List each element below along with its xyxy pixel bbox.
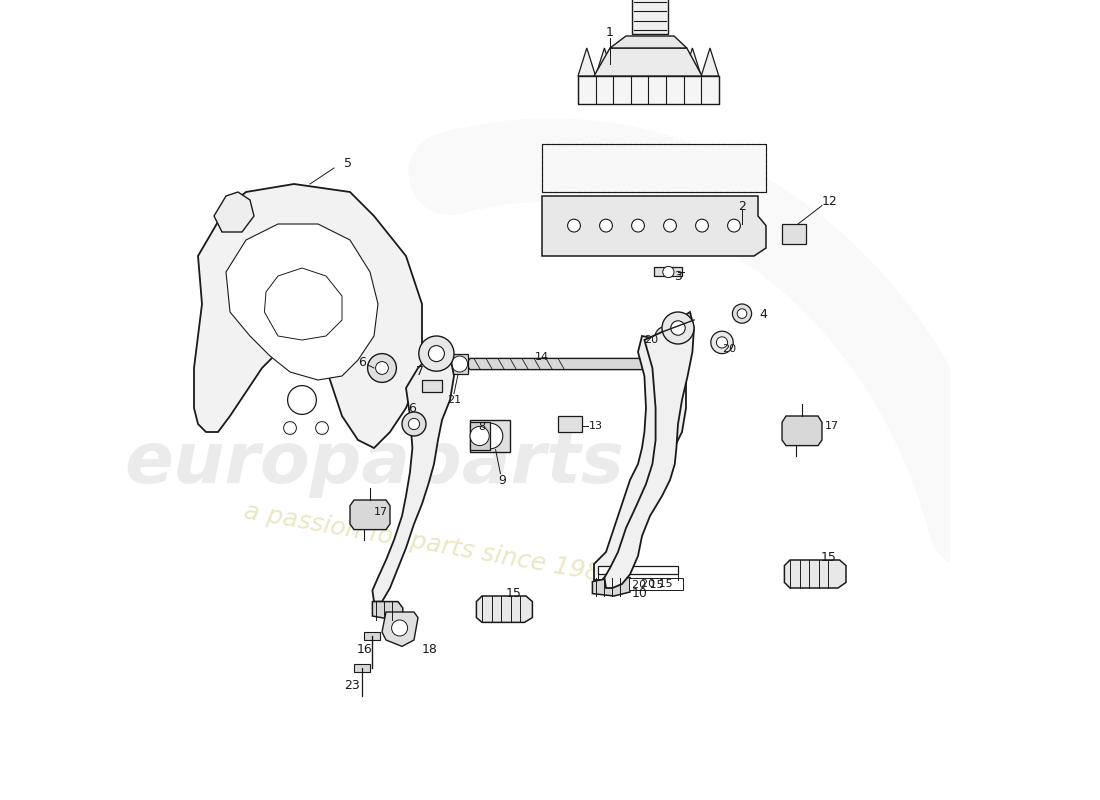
Polygon shape <box>701 48 718 76</box>
Circle shape <box>716 337 727 348</box>
Circle shape <box>367 354 396 382</box>
Text: 17: 17 <box>824 421 838 430</box>
Circle shape <box>662 312 694 344</box>
Text: 20 15: 20 15 <box>631 580 663 590</box>
Polygon shape <box>784 560 846 588</box>
Circle shape <box>287 386 317 414</box>
Circle shape <box>600 219 613 232</box>
Circle shape <box>660 332 672 343</box>
Polygon shape <box>422 380 442 392</box>
Polygon shape <box>782 416 822 446</box>
Circle shape <box>375 362 388 374</box>
Circle shape <box>654 326 678 349</box>
Polygon shape <box>470 420 510 452</box>
Text: 20 15: 20 15 <box>640 579 672 589</box>
Text: 12: 12 <box>822 195 838 208</box>
Polygon shape <box>264 268 342 340</box>
Circle shape <box>727 219 740 232</box>
Polygon shape <box>354 664 370 672</box>
Polygon shape <box>648 48 666 76</box>
Text: 4: 4 <box>760 308 768 321</box>
Text: 16: 16 <box>356 643 372 656</box>
Text: 3: 3 <box>674 270 682 282</box>
Circle shape <box>419 336 454 371</box>
Polygon shape <box>598 566 678 574</box>
Circle shape <box>477 423 503 449</box>
Polygon shape <box>373 348 454 602</box>
Polygon shape <box>630 48 648 76</box>
Polygon shape <box>594 48 702 76</box>
Text: 15: 15 <box>821 551 836 564</box>
Circle shape <box>470 426 490 446</box>
Bar <box>542 144 766 192</box>
Circle shape <box>392 620 408 636</box>
Text: 14: 14 <box>535 351 549 362</box>
Circle shape <box>671 321 685 335</box>
Text: 1: 1 <box>606 26 614 38</box>
Polygon shape <box>782 224 806 244</box>
Text: 7: 7 <box>417 366 425 378</box>
Polygon shape <box>350 500 390 530</box>
Text: 8: 8 <box>478 422 485 432</box>
Text: 17: 17 <box>374 507 388 517</box>
Polygon shape <box>470 422 490 450</box>
Text: 23: 23 <box>343 679 360 692</box>
Circle shape <box>408 418 419 430</box>
Polygon shape <box>613 48 630 76</box>
Polygon shape <box>542 196 766 256</box>
Polygon shape <box>666 48 683 76</box>
Circle shape <box>733 304 751 323</box>
Text: 13: 13 <box>588 422 603 431</box>
Circle shape <box>663 266 674 278</box>
Text: 5: 5 <box>344 157 352 170</box>
Polygon shape <box>683 48 701 76</box>
Circle shape <box>663 219 676 232</box>
Circle shape <box>452 356 468 372</box>
Polygon shape <box>593 578 630 596</box>
Polygon shape <box>632 0 668 34</box>
Polygon shape <box>476 596 532 622</box>
Circle shape <box>402 412 426 436</box>
Polygon shape <box>542 144 766 192</box>
Text: a passion for parts since 1985: a passion for parts since 1985 <box>242 499 618 589</box>
Polygon shape <box>466 358 666 370</box>
Polygon shape <box>214 192 254 232</box>
Text: 15: 15 <box>506 587 521 600</box>
Polygon shape <box>364 632 381 640</box>
Polygon shape <box>578 76 718 104</box>
Text: 21: 21 <box>447 395 461 405</box>
Polygon shape <box>382 612 418 646</box>
Circle shape <box>428 346 444 362</box>
Circle shape <box>284 422 296 434</box>
Circle shape <box>737 309 747 318</box>
Polygon shape <box>194 184 422 448</box>
Polygon shape <box>226 224 378 380</box>
Polygon shape <box>558 416 582 432</box>
Text: 9: 9 <box>498 474 506 486</box>
Text: 20: 20 <box>644 335 658 345</box>
Polygon shape <box>578 48 595 76</box>
Text: 2: 2 <box>738 200 746 213</box>
Circle shape <box>316 422 329 434</box>
Text: 10: 10 <box>631 587 648 600</box>
Circle shape <box>695 219 708 232</box>
Text: 6: 6 <box>359 356 366 369</box>
Polygon shape <box>654 267 682 276</box>
Text: 6: 6 <box>408 402 416 414</box>
Polygon shape <box>373 602 403 620</box>
Polygon shape <box>604 312 694 588</box>
Polygon shape <box>450 354 469 374</box>
Circle shape <box>631 219 645 232</box>
FancyBboxPatch shape <box>629 578 683 590</box>
Circle shape <box>568 219 581 232</box>
Text: 20: 20 <box>722 344 736 354</box>
Text: europaparts: europaparts <box>124 430 624 498</box>
Polygon shape <box>594 320 686 580</box>
Circle shape <box>711 331 734 354</box>
Polygon shape <box>595 48 613 76</box>
Polygon shape <box>610 36 686 48</box>
Text: 18: 18 <box>422 643 438 656</box>
